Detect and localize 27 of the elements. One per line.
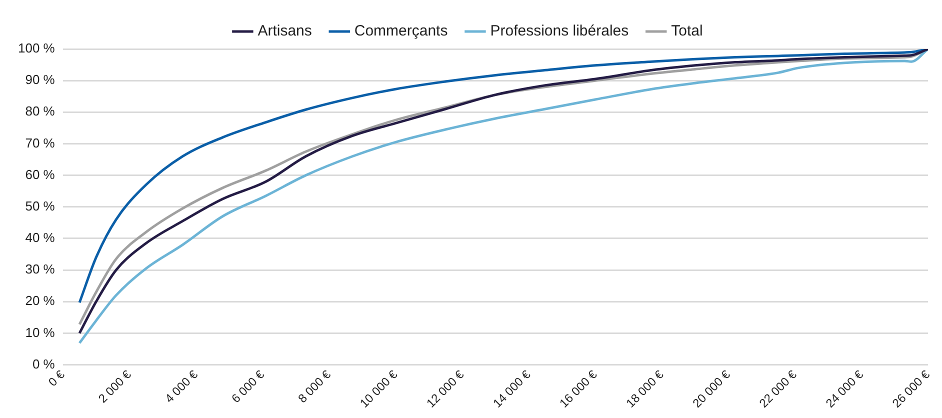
x-tick-label: 24 000 €: [822, 367, 866, 410]
legend-label: Professions libérales: [490, 22, 629, 40]
x-tick-label: 22 000 €: [756, 367, 800, 410]
y-tick-label: 40 %: [25, 230, 56, 246]
y-tick-label: 100 %: [18, 40, 56, 56]
x-tick-label: 4 000 €: [162, 367, 201, 406]
y-tick-label: 90 %: [25, 72, 56, 88]
x-tick-label: 10 000 €: [357, 367, 400, 410]
y-tick-label: 80 %: [25, 104, 56, 119]
x-tick-label: 6 000 €: [228, 367, 268, 406]
x-tick-label: 26 000 €: [890, 367, 933, 410]
y-tick-label: 50 %: [25, 198, 56, 214]
y-tick-label: 20 %: [25, 293, 56, 308]
legend-label: Artisans: [258, 22, 312, 40]
x-tick-label: 16 000 €: [556, 367, 600, 410]
x-tick-label: 14 000 €: [490, 367, 534, 410]
x-tick-label: 12 000 €: [424, 367, 467, 410]
y-tick-label: 10 %: [25, 324, 56, 340]
x-tick-label: 18 000 €: [623, 367, 666, 410]
x-tick-label: 20 000 €: [690, 367, 734, 410]
x-tick-label: 8 000 €: [295, 367, 334, 406]
legend-label: Commerçants: [354, 22, 448, 40]
x-tick-label: 2 000 €: [96, 367, 134, 406]
y-tick-label: 30 %: [25, 262, 56, 277]
legend-label: Total: [671, 22, 703, 40]
y-tick-label: 70 %: [25, 135, 56, 150]
y-tick-label: 60 %: [25, 166, 56, 182]
